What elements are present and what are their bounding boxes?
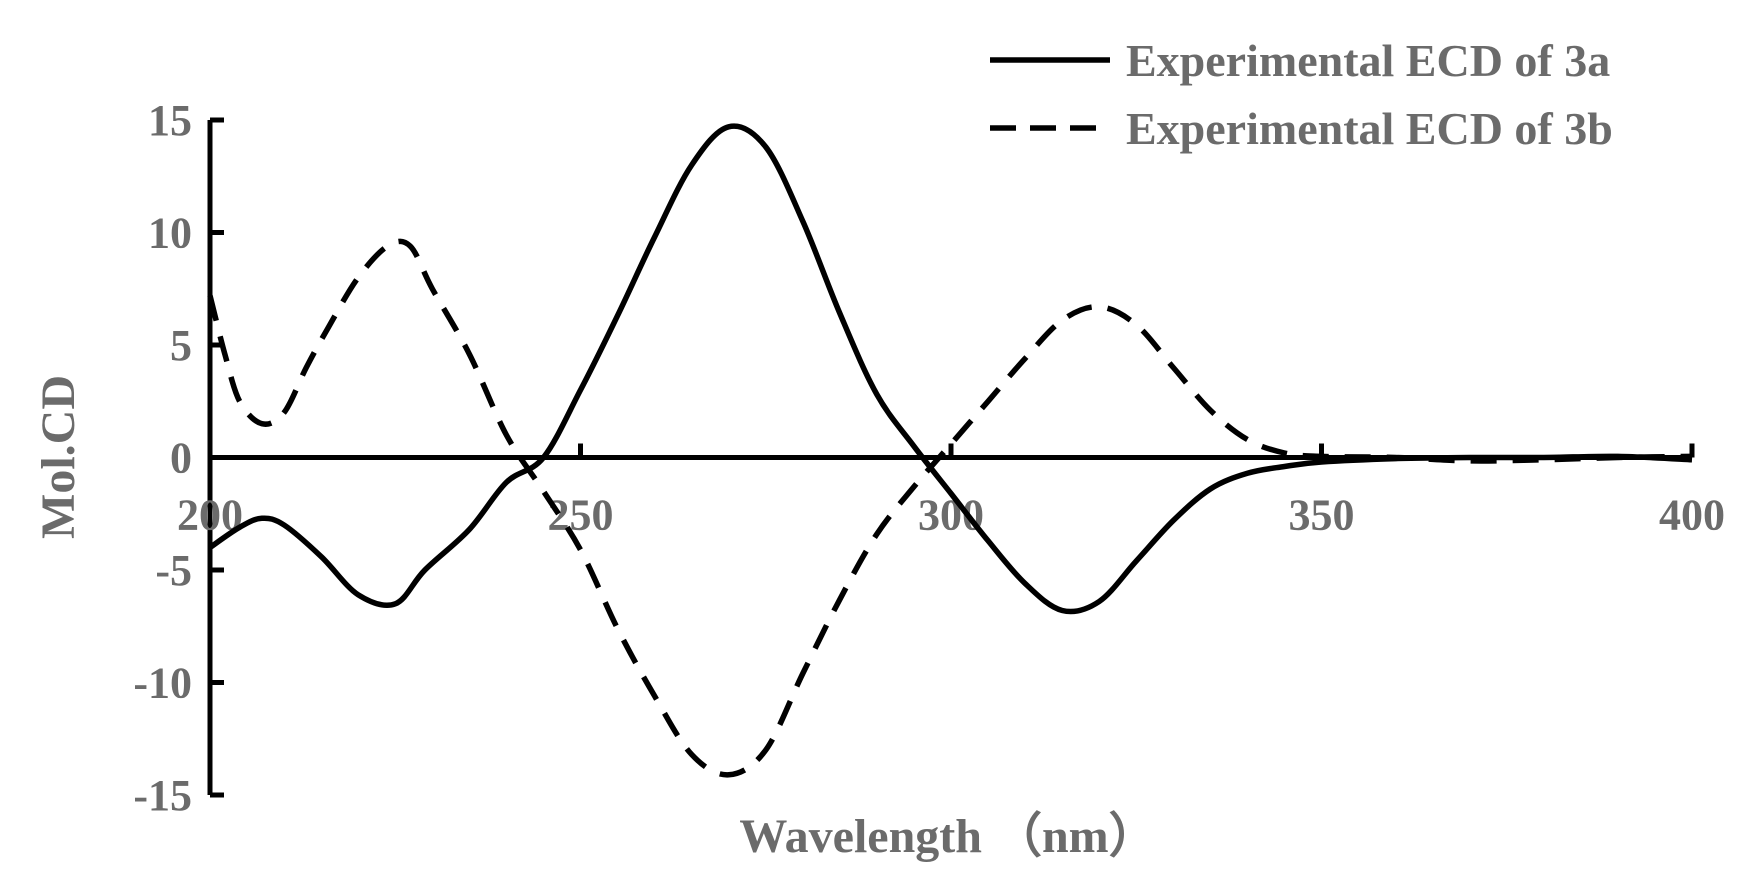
y-tick-label: -5	[155, 546, 192, 595]
y-tick-label: 15	[148, 96, 192, 145]
y-tick-label: 0	[170, 434, 192, 483]
y-axis-title: Mol.CD	[32, 375, 85, 539]
legend-label-3a: Experimental ECD of 3a	[1126, 35, 1610, 86]
y-tick-label: -15	[133, 771, 192, 820]
y-tick-label: 10	[148, 209, 192, 258]
y-tick-labels: 15 10 5 0 -5 -10 -15	[133, 96, 192, 820]
x-tick-labels: 200 250 300 350 400	[177, 491, 1725, 540]
y-tick-label: 5	[170, 321, 192, 370]
legend-label-3b: Experimental ECD of 3b	[1126, 103, 1613, 154]
series-line-3b	[207, 238, 1693, 778]
y-tick-label: -10	[133, 659, 192, 708]
x-tick-label: 350	[1289, 491, 1355, 540]
x-tick-label: 300	[918, 491, 984, 540]
legend: Experimental ECD of 3a Experimental ECD …	[990, 35, 1613, 154]
series-line-3a	[208, 123, 1693, 615]
x-axis-title: Wavelength （nm）	[739, 810, 1156, 863]
x-tick-label: 400	[1659, 491, 1725, 540]
x-tick-label: 250	[548, 491, 614, 540]
